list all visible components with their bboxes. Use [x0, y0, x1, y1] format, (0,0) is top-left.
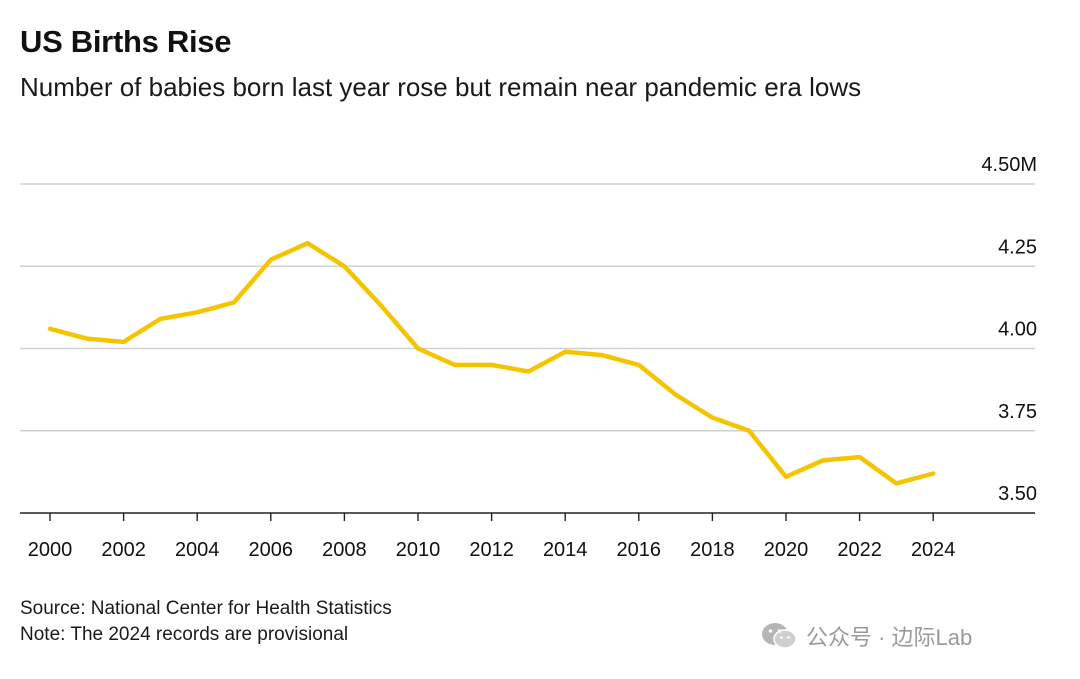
- source-note: Source: National Center for Health Stati…: [20, 598, 392, 619]
- y-tick-label: 3.75: [998, 401, 1037, 423]
- x-tick-label: 2016: [617, 539, 662, 561]
- watermark: 公众号 · 边际Lab: [760, 620, 972, 652]
- x-tick-label: 2024: [911, 539, 956, 561]
- x-tick-label: 2012: [469, 539, 514, 561]
- chart-subtitle: Number of babies born last year rose but…: [20, 72, 862, 102]
- y-tick-label: 4.50M: [981, 154, 1037, 176]
- provisional-note: Note: The 2024 records are provisional: [20, 624, 349, 645]
- x-tick-label: 2010: [396, 539, 441, 561]
- births-series-line: [47, 240, 936, 486]
- x-tick-label: 2020: [764, 539, 809, 561]
- x-tick-label: 2008: [322, 539, 367, 561]
- x-tick-label: 2014: [543, 539, 588, 561]
- y-tick-label: 3.50: [998, 483, 1037, 505]
- chart-title: US Births Rise: [20, 24, 232, 59]
- line-chart: 3.50 3.75 4.00 4.25 4.50M 2000 2002 2004 2006 200…: [20, 154, 1037, 561]
- y-tick-label: 4.00: [998, 319, 1037, 341]
- x-tick-label: 2000: [28, 539, 73, 561]
- watermark-text: 公众号 · 边际Lab: [806, 625, 973, 650]
- y-tick-label: 4.25: [998, 236, 1037, 258]
- x-tick-label: 2004: [175, 539, 220, 561]
- x-tick-label: 2006: [249, 539, 294, 561]
- wechat-icon: [762, 623, 797, 649]
- x-tick-label: 2022: [837, 539, 882, 561]
- x-tick-label: 2002: [101, 539, 146, 561]
- x-tick-label: 2018: [690, 539, 735, 561]
